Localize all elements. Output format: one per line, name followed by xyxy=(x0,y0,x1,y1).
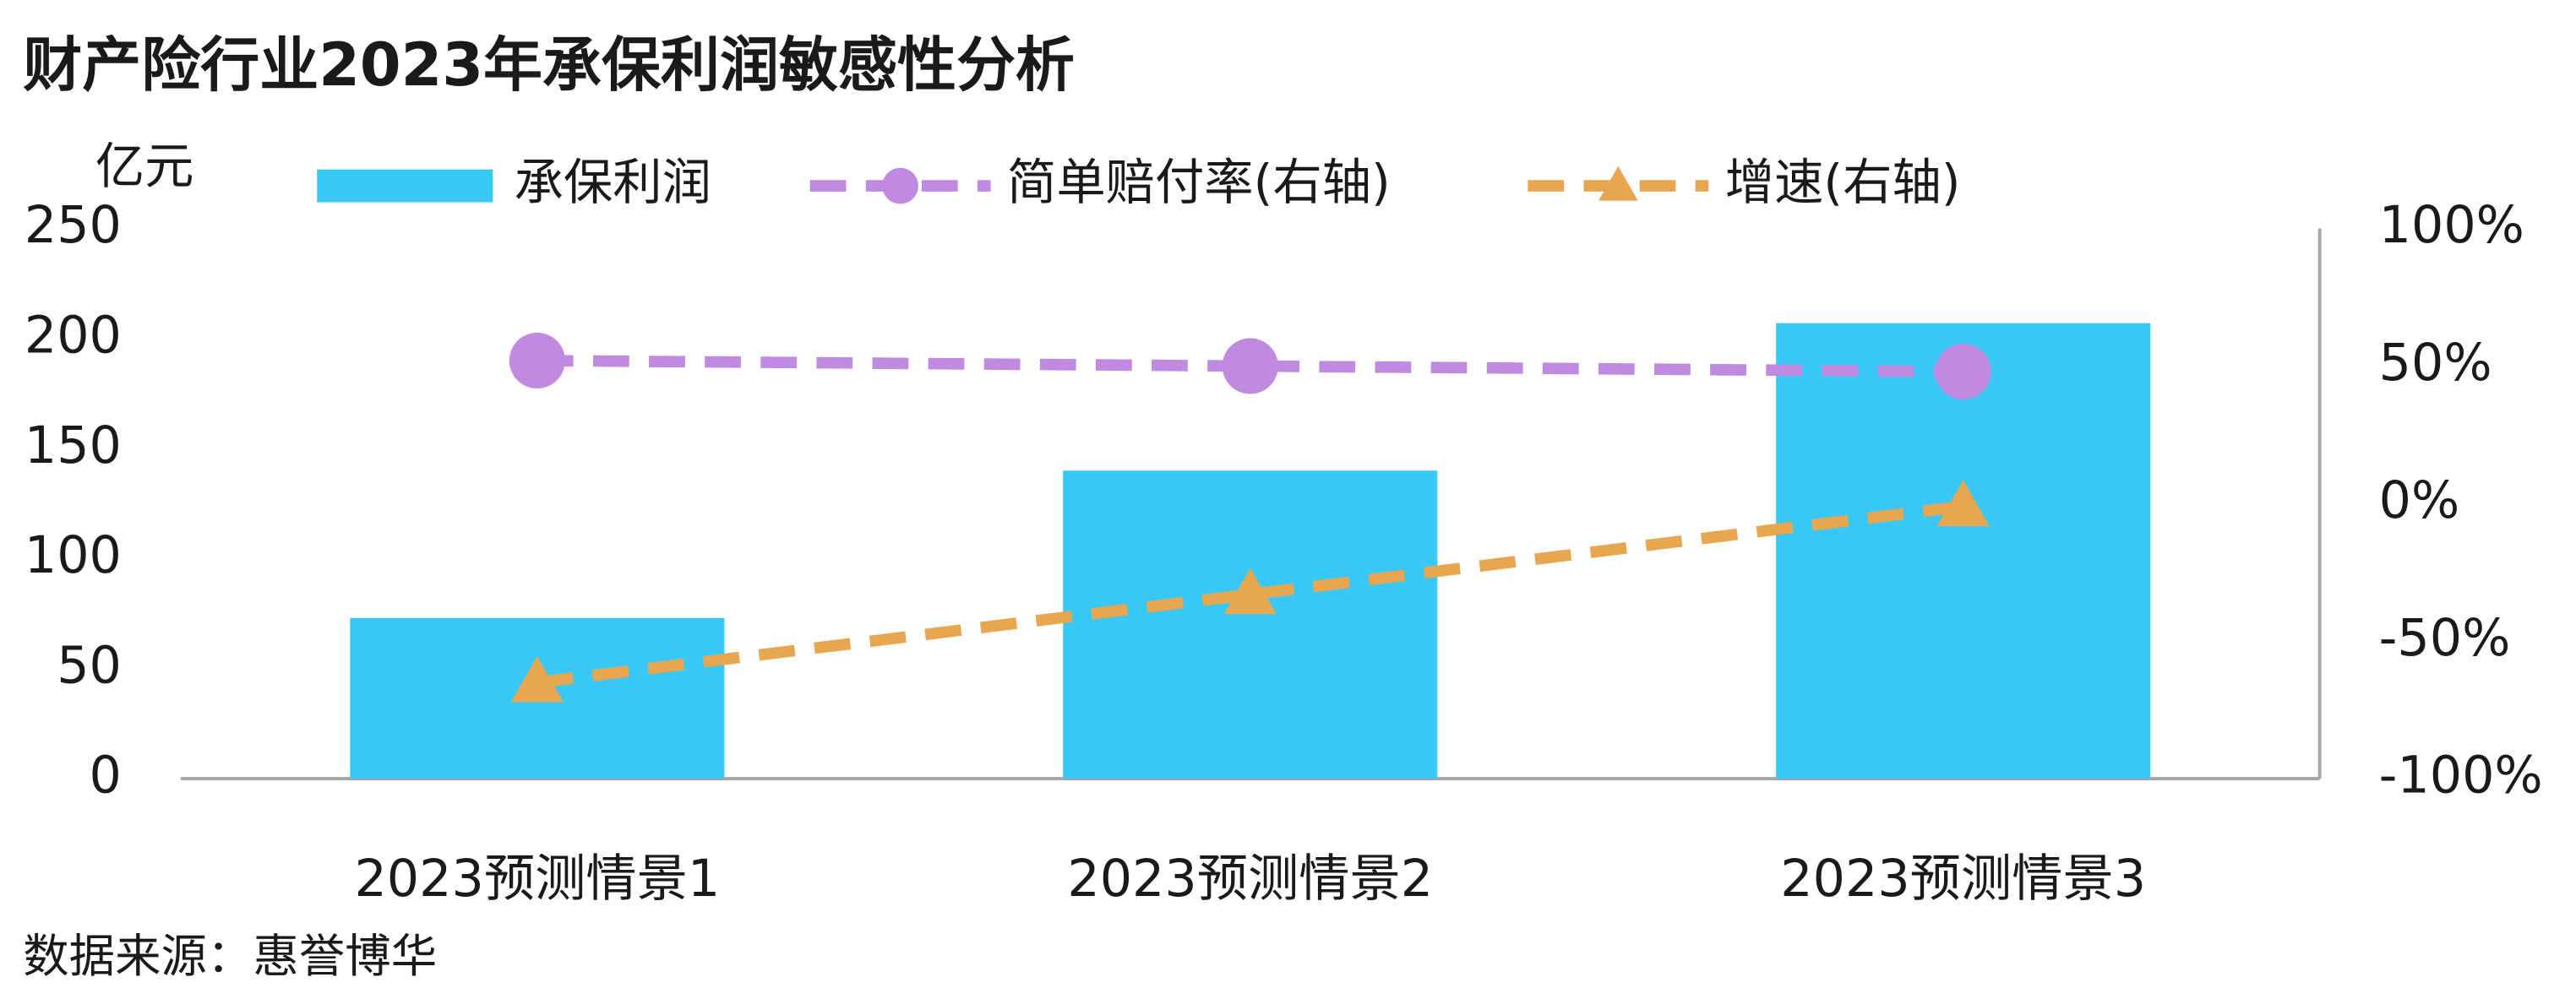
legend-label: 简单赔付率(右轴) xyxy=(1007,154,1391,211)
y-tick-label: 50 xyxy=(57,636,122,695)
line-marker xyxy=(509,332,565,389)
legend-marker xyxy=(1598,166,1638,201)
legend-swatch xyxy=(317,169,493,203)
line-marker xyxy=(1223,567,1277,615)
y2-tick-label: 100% xyxy=(2379,196,2524,255)
y-tick-label: 100 xyxy=(25,526,122,585)
source-note: 数据来源：惠誉博华 xyxy=(23,929,437,983)
y2-tick-label: -50% xyxy=(2379,609,2511,668)
legend-label: 增速(右轴) xyxy=(1725,154,1961,211)
line xyxy=(536,355,1963,377)
line-marker xyxy=(510,655,564,703)
line xyxy=(536,500,1964,688)
chart-title: 财产险行业2023年承保利润敏感性分析 xyxy=(23,30,1075,100)
legend-label: 承保利润 xyxy=(515,154,711,211)
y-tick-label: 150 xyxy=(25,416,122,475)
line-marker xyxy=(1222,338,1278,394)
y2-tick-label: 0% xyxy=(2379,471,2460,530)
y2-tick-label: -100% xyxy=(2379,747,2543,806)
y-tick-label: 250 xyxy=(25,196,122,255)
x-tick-label: 2023预测情景1 xyxy=(354,850,720,909)
y2-tick-label: 50% xyxy=(2379,334,2492,393)
y-tick-label: 200 xyxy=(25,307,122,366)
legend-marker xyxy=(882,167,918,204)
y-axis-label: 亿元 xyxy=(95,138,194,195)
y-tick-label: 0 xyxy=(90,747,122,806)
bar xyxy=(1063,470,1438,779)
x-tick-label: 2023预测情景2 xyxy=(1067,850,1433,909)
line-marker xyxy=(1935,343,1991,400)
line-marker xyxy=(1936,480,1990,526)
x-tick-label: 2023预测情景3 xyxy=(1780,850,2146,909)
